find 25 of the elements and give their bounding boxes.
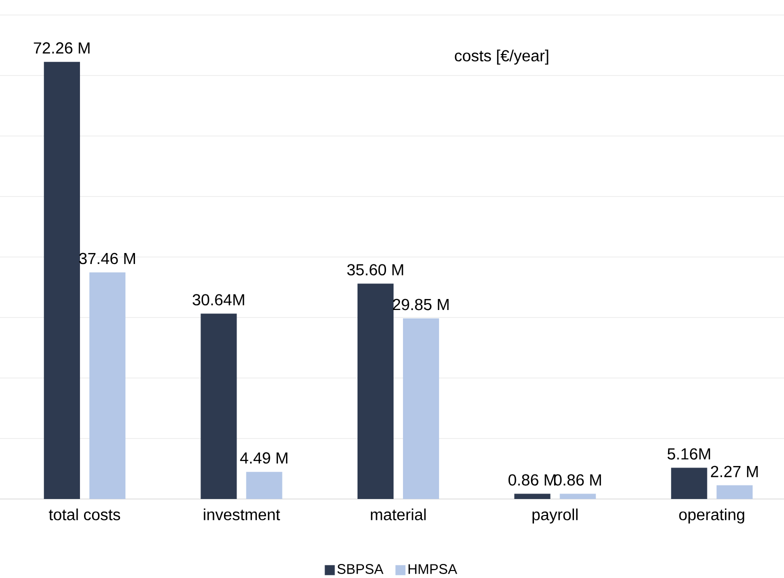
data-label: 35.60 M — [347, 264, 404, 276]
bar — [89, 272, 126, 499]
data-label: 30.64M — [192, 294, 244, 306]
data-label: 72.26 M — [34, 42, 90, 54]
annotation: costs [€/year] — [454, 50, 548, 65]
x-tick-label: investment — [204, 508, 280, 520]
bar — [402, 318, 440, 499]
bar — [560, 494, 596, 499]
data-label: 2.27 M — [710, 466, 758, 478]
bar — [200, 314, 237, 499]
bar — [671, 468, 708, 499]
bar — [716, 485, 753, 499]
bar — [514, 494, 550, 499]
x-tick-label: payroll — [532, 508, 578, 524]
x-tick-label: total costs — [48, 508, 120, 520]
bar — [246, 472, 282, 499]
x-tick-label: material — [370, 508, 426, 520]
bar — [358, 284, 394, 499]
x-tick-label: operating — [679, 508, 744, 524]
data-label: 0.86 M — [554, 474, 601, 486]
data-label: 5.16M — [668, 448, 710, 460]
legend-label: SBPSA — [337, 564, 384, 574]
bar — [44, 62, 80, 499]
legend-label: HMPSA — [408, 564, 458, 574]
data-label: 4.49 M — [240, 452, 288, 464]
